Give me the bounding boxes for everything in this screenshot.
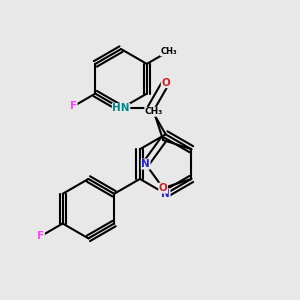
Text: O: O xyxy=(159,183,167,193)
Text: F: F xyxy=(37,231,44,241)
Text: HN: HN xyxy=(112,103,130,113)
Text: CH₃: CH₃ xyxy=(160,47,177,56)
Text: N: N xyxy=(161,189,170,199)
Text: N: N xyxy=(141,159,150,169)
Text: CH₃: CH₃ xyxy=(145,107,163,116)
Text: F: F xyxy=(70,101,77,111)
Text: O: O xyxy=(161,78,170,88)
